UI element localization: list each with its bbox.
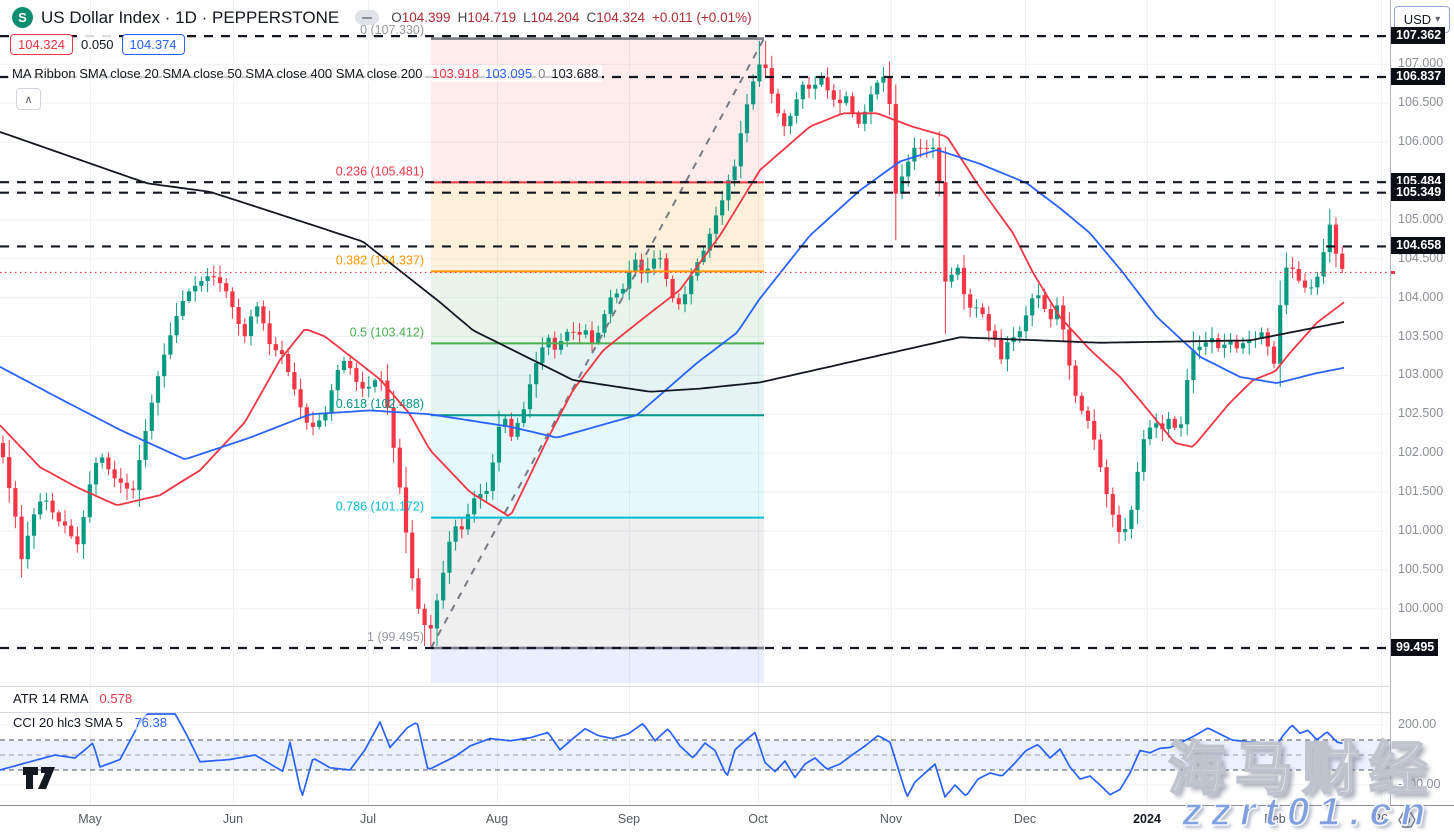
time-axis[interactable]: May Jun Jul Aug Sep Oct Nov Dec 2024 Feb 26 xyxy=(0,805,1454,835)
candlestick-series[interactable] xyxy=(0,40,1345,647)
price-tick: 104.000 xyxy=(1398,289,1444,304)
price-level-badge[interactable]: 106.837 xyxy=(1391,67,1446,85)
cci-pane-label[interactable]: CCI 20 hlc3 SMA 5 76.38 xyxy=(10,715,170,730)
price-tick: 101.000 xyxy=(1398,522,1444,537)
price-axis[interactable]: USD ▾ 107.000 106.500 106.000 105.000 104.50… xyxy=(1390,0,1454,805)
symbol-logo-icon: S xyxy=(12,7,33,28)
price-tick: 103.000 xyxy=(1398,367,1444,382)
symbol-row: S US Dollar Index · 1D · PEPPERSTONE O10… xyxy=(12,7,752,28)
sma-20-line[interactable] xyxy=(0,112,1345,517)
cci-tick: 200.00 xyxy=(1398,717,1437,731)
price-low-box[interactable]: 104.324 xyxy=(10,34,73,55)
ma-value: 0 xyxy=(538,66,546,81)
time-tick: Nov xyxy=(879,812,903,826)
chart-canvas[interactable]: 0 (107.330) 0.236 (105.481) 0.382 (104.337… xyxy=(0,0,1390,805)
fib-retracement-lines[interactable]: 0 (107.330) 0.236 (105.481) 0.382 (104.337… xyxy=(336,23,765,650)
tradingview-logo[interactable] xyxy=(22,766,66,790)
cci-line[interactable] xyxy=(0,713,1343,798)
price-tick: 102.500 xyxy=(1398,406,1444,421)
price-tick: 105.000 xyxy=(1398,211,1444,226)
price-tick: 100.500 xyxy=(1398,561,1444,576)
time-tick: Sep xyxy=(617,812,641,826)
ma-value: 103.095 xyxy=(485,66,533,81)
drawn-horizontal-lines[interactable] xyxy=(0,35,1390,650)
symbol-title[interactable]: US Dollar Index · 1D · PEPPERSTONE xyxy=(41,7,340,27)
price-tick: 107.000 xyxy=(1398,56,1444,71)
fib-label-0.236: 0.236 (105.481) xyxy=(336,164,424,178)
ohlc-item: L104.204 xyxy=(523,10,580,25)
time-tick: Dec xyxy=(1013,812,1037,826)
price-tick: 101.500 xyxy=(1398,484,1444,499)
time-tick: Jun xyxy=(222,812,244,826)
price-tick: 106.000 xyxy=(1398,134,1444,149)
price-level-badge[interactable]: 107.362 xyxy=(1391,27,1446,45)
price-tick: 106.500 xyxy=(1398,95,1444,110)
time-tick: 2024 xyxy=(1133,812,1161,826)
cci-tick: -200.00 xyxy=(1398,777,1441,791)
hide-series-button[interactable] xyxy=(355,10,380,25)
ma-ribbon-row[interactable]: MA Ribbon SMA close 20 SMA close 50 SMA … xyxy=(8,65,603,82)
price-level-badge[interactable]: 104.658 xyxy=(1391,237,1446,255)
currency-label: USD xyxy=(1403,12,1432,27)
atr-value: 0.578 xyxy=(99,691,133,706)
chevron-down-icon: ▾ xyxy=(1435,14,1441,25)
fib-label-0.618: 0.618 (102.488) xyxy=(336,397,424,411)
fib-label-0.382: 0.382 (104.337) xyxy=(336,253,424,267)
ohlc-item: H104.719 xyxy=(457,10,517,25)
fib-label-0: 0 (107.330) xyxy=(360,23,424,37)
fib-label-0.786: 0.786 (101.172) xyxy=(336,500,424,514)
time-tick: 26 xyxy=(1374,812,1388,826)
ma-ribbon-title: MA Ribbon xyxy=(12,66,76,81)
ohlc-item: O104.399 xyxy=(391,10,451,25)
minus-icon xyxy=(362,16,373,19)
price-spread-value: 0.050 xyxy=(79,35,116,54)
collapse-legend-button[interactable]: ∧ xyxy=(16,88,41,110)
price-high-box[interactable]: 104.374 xyxy=(121,34,185,55)
settings-hexagon-icon[interactable] xyxy=(1398,811,1416,829)
time-tick: Oct xyxy=(748,812,768,826)
price-range-row: 104.324 0.050 104.374 xyxy=(10,34,185,55)
ma-ribbon-values: 103.918 103.095 0 103.688 xyxy=(426,66,598,81)
fib-label-1: 1 (99.495) xyxy=(367,630,424,644)
grid xyxy=(0,0,1390,805)
cci-title: CCI 20 hlc3 SMA 5 xyxy=(13,715,123,730)
atr-title: ATR 14 RMA xyxy=(13,691,88,706)
time-tick: Jul xyxy=(360,812,376,826)
price-level-badge[interactable]: 99.495 xyxy=(1391,639,1439,656)
cci-value: 76.38 xyxy=(134,715,167,730)
price-tick: 102.000 xyxy=(1398,445,1444,460)
ma-value: 103.688 xyxy=(551,66,599,81)
sma-50-line[interactable] xyxy=(0,149,1345,460)
time-tick: Feb xyxy=(1264,812,1286,826)
time-tick: May xyxy=(78,812,102,826)
fib-label-0.5: 0.5 (103.412) xyxy=(350,325,424,339)
ma-ribbon-params: SMA close 20 SMA close 50 SMA close 400 … xyxy=(79,66,423,81)
atr-pane-label[interactable]: ATR 14 RMA 0.578 xyxy=(10,691,136,706)
price-tick: 103.500 xyxy=(1398,328,1444,343)
price-line-axis-tick xyxy=(1391,271,1395,275)
price-level-badge[interactable]: 105.349 xyxy=(1391,183,1446,201)
ohlc-values: O104.399 H104.719 L104.204 C104.324 +0.011 (… xyxy=(391,10,751,25)
time-tick: Aug xyxy=(485,812,509,826)
price-tick: 100.000 xyxy=(1398,600,1444,615)
sma-200-line[interactable] xyxy=(0,131,1345,393)
change-value: +0.011 (+0.01%) xyxy=(652,10,752,25)
ma-value: 103.918 xyxy=(432,66,480,81)
ohlc-item: C104.324 xyxy=(586,10,646,25)
fib-retracement-zones[interactable] xyxy=(431,38,764,683)
